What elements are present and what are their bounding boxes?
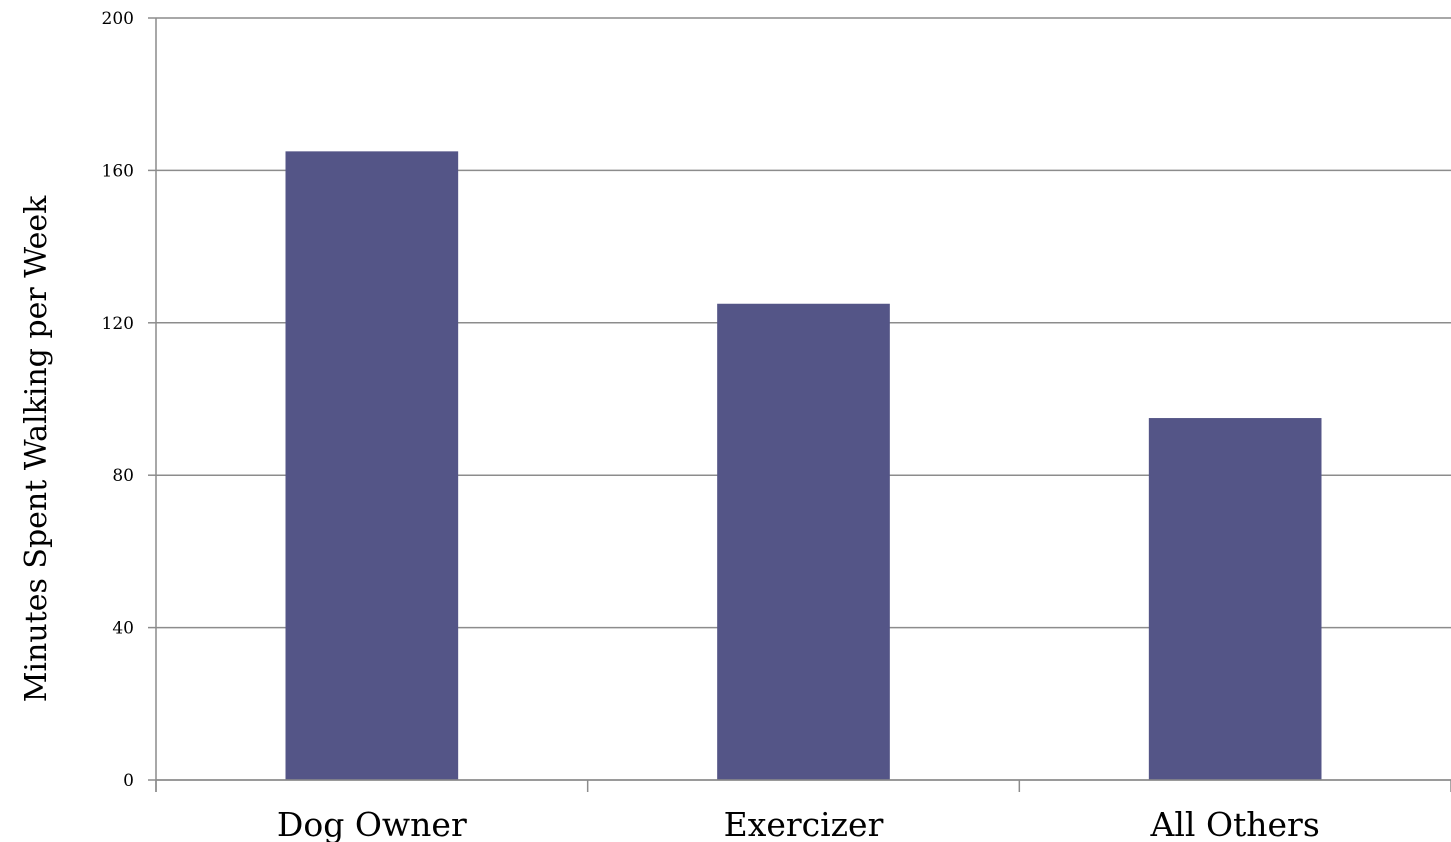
x-tick-label: All Others (1150, 805, 1320, 842)
x-tick-label: Dog Owner (277, 805, 467, 842)
x-tick-label: Exercizer (724, 805, 884, 842)
y-tick-label: 160 (102, 161, 134, 181)
y-tick-label: 80 (112, 466, 134, 486)
axes (148, 17, 1451, 792)
tick-labels: 0 40 80 120 160 200 Dog Owner Exercizer All Othe… (102, 9, 1320, 842)
bar-0 (285, 151, 459, 781)
y-tick-label: 120 (102, 314, 134, 334)
bar-2 (1148, 418, 1322, 780)
y-tick-label: 40 (112, 619, 134, 639)
y-tick-label: 0 (123, 771, 134, 791)
bar-1 (717, 303, 890, 780)
bars (285, 151, 1322, 781)
y-axis-title: Minutes Spent Walking per Week (19, 195, 54, 702)
y-tick-label: 200 (102, 9, 134, 29)
